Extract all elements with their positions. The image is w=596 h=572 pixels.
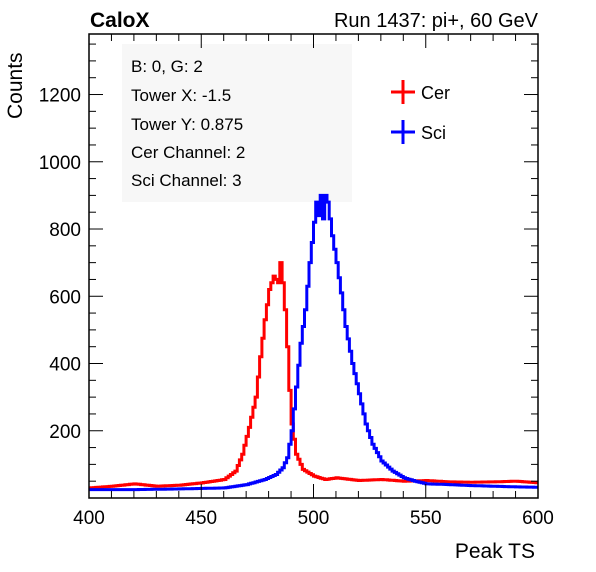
- info-line-tower-y: Tower Y: 0.875: [131, 115, 243, 134]
- info-line-board: B: 0, G: 2: [131, 57, 203, 76]
- legend-label-cer: Cer: [421, 83, 450, 103]
- info-line-tower-x: Tower X: -1.5: [131, 86, 231, 105]
- x-tick-label: 400: [73, 508, 105, 529]
- y-tick-label: 600: [49, 287, 81, 308]
- y-tick-label: 200: [49, 422, 81, 443]
- info-line-cer-channel: Cer Channel: 2: [131, 143, 245, 162]
- run-title: Run 1437: pi+, 60 GeV: [334, 10, 539, 32]
- x-tick-label: 450: [185, 508, 217, 529]
- y-tick-label: 400: [49, 355, 81, 376]
- x-tick-label: 600: [522, 508, 554, 529]
- tick-labels-layer: 400 450 500 550 600 200 400 600 800 1000 1200: [39, 86, 554, 529]
- series-layer: [89, 193, 538, 492]
- x-tick-label: 550: [410, 508, 442, 529]
- ticks-layer: [88, 34, 539, 499]
- legend: Cer Sci: [391, 80, 450, 144]
- x-tick-label: 500: [298, 508, 330, 529]
- info-box-background: [122, 44, 352, 202]
- brand-title: CaloX: [90, 9, 150, 32]
- series-line-sci: [89, 193, 538, 492]
- info-line-sci-channel: Sci Channel: 3: [131, 171, 242, 190]
- y-axis-title: Counts: [4, 52, 27, 119]
- y-tick-label: 1200: [39, 86, 81, 107]
- info-box: B: 0, G: 2 Tower X: -1.5 Tower Y: 0.875 …: [131, 57, 245, 190]
- series-line-cer: [89, 261, 538, 490]
- x-axis-title: Peak TS: [455, 540, 535, 563]
- y-tick-label: 800: [49, 220, 81, 241]
- legend-label-sci: Sci: [421, 123, 446, 143]
- y-tick-label: 1000: [39, 153, 81, 174]
